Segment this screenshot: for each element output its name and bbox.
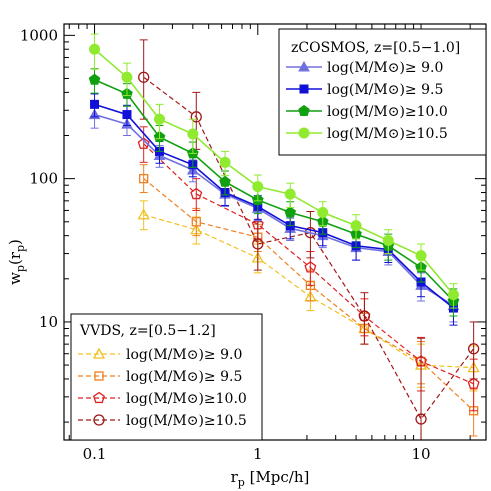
- series-line: [94, 79, 455, 302]
- x-axis-label: rp [Mpc/h]: [231, 468, 310, 489]
- legend-sample-vvds-4: [78, 414, 120, 426]
- legend-marker: [92, 347, 106, 359]
- legend-sample-vvds-3: [78, 391, 120, 404]
- series-line: [94, 113, 454, 307]
- legend-samples: [78, 60, 322, 426]
- data-point: [415, 250, 427, 262]
- data-point: [121, 71, 133, 83]
- plot-frame: [63, 23, 487, 441]
- series-line: [94, 103, 454, 309]
- data-point: [447, 289, 459, 301]
- y-axis-label-sub: p: [14, 265, 27, 272]
- y-axis-label: wp(rp): [6, 239, 27, 285]
- legend-zcosmos-entry-3: log(M/M⊙)≥10.0: [327, 104, 448, 120]
- legend-zcosmos-entry-2: log(M/M⊙)≥ 9.5: [327, 82, 443, 98]
- data-point: [89, 43, 101, 55]
- data-point: [137, 208, 150, 220]
- legend-marker: [94, 371, 104, 381]
- legend-zcosmos-box: [278, 28, 487, 156]
- legend-sample-zcosmos-1: [286, 60, 322, 72]
- data-point: [137, 137, 150, 149]
- y-axis-label-sub2: p: [14, 245, 27, 252]
- plot-area: [88, 33, 480, 441]
- x-axis-label-main: r: [231, 468, 239, 486]
- data-point: [284, 206, 297, 218]
- legend-vvds-entry-3: log(M/M⊙)≥10.0: [126, 391, 247, 407]
- x-axis-label-sub: p: [238, 476, 245, 489]
- legend-sample-zcosmos-3: [286, 104, 322, 116]
- data-point: [304, 261, 317, 273]
- series-line: [94, 48, 455, 296]
- y-tick-label: 10: [39, 313, 58, 331]
- data-point: [382, 235, 394, 247]
- data-point: [138, 71, 150, 83]
- legend-marker: [298, 104, 310, 116]
- legend-vvds: VVDS, z=[0.5−1.2] log(M/M⊙)≥ 9.0 log(M/M…: [70, 313, 263, 441]
- data-point: [139, 173, 149, 184]
- series-zcosmos-4: [89, 33, 459, 309]
- data-point: [358, 310, 371, 322]
- data-point: [467, 343, 480, 355]
- data-point: [219, 156, 231, 168]
- data-point: [122, 110, 132, 120]
- data-point: [467, 377, 480, 389]
- x-tick-label: 10: [411, 445, 430, 463]
- data-point: [304, 226, 317, 239]
- y-axis-label-paren: (r: [6, 251, 24, 265]
- y-tick-label: 1000: [20, 26, 58, 44]
- data-point: [219, 175, 231, 187]
- legend-vvds-entry-4: log(M/M⊙)≥10.5: [126, 413, 247, 429]
- legend-sample-vvds-1: [78, 347, 120, 359]
- legend-marker: [298, 127, 310, 139]
- legend-vvds-title: VVDS, z=[0.5−1.2]: [79, 323, 216, 339]
- data-point: [90, 99, 100, 109]
- y-axis-label-close: ): [6, 239, 24, 245]
- legend-marker: [299, 84, 309, 94]
- legend-vvds-entry-2: log(M/M⊙)≥ 9.5: [126, 369, 242, 385]
- legend-sample-zcosmos-4: [286, 127, 322, 139]
- legend-marker: [298, 60, 310, 72]
- legend-marker: [93, 391, 105, 404]
- legend-marker: [93, 414, 105, 426]
- data-point: [191, 217, 201, 227]
- x-axis-label-unit: [Mpc/h]: [245, 468, 310, 486]
- data-point: [187, 128, 199, 140]
- data-point: [252, 181, 264, 193]
- data-point: [317, 207, 329, 219]
- legend-zcosmos-entry-4: log(M/M⊙)≥10.5: [327, 126, 448, 142]
- data-point: [350, 220, 362, 232]
- legend-vvds-entry-1: log(M/M⊙)≥ 9.0: [126, 347, 242, 363]
- data-point: [415, 413, 427, 425]
- data-point: [190, 111, 202, 123]
- data-point: [252, 238, 264, 250]
- x-tick-label: 1: [253, 445, 263, 463]
- data-point: [88, 73, 101, 85]
- y-axis-label-main: w: [6, 272, 24, 285]
- legend-zcosmos-entry-1: log(M/M⊙)≥ 9.0: [327, 60, 443, 76]
- legend-zcosmos-title: zCOSMOS, z=[0.5−1.0]: [291, 40, 460, 56]
- legend-zcosmos: zCOSMOS, z=[0.5−1.0] log(M/M⊙)≥ 9.0 log(…: [278, 28, 487, 156]
- data-point: [154, 113, 166, 125]
- legend-sample-zcosmos-2: [286, 84, 322, 94]
- legend-sample-vvds-2: [78, 371, 120, 381]
- x-tick-label: 0.1: [83, 445, 107, 463]
- data-point: [284, 188, 296, 200]
- y-tick-label: 100: [29, 170, 58, 188]
- data-point: [190, 187, 203, 200]
